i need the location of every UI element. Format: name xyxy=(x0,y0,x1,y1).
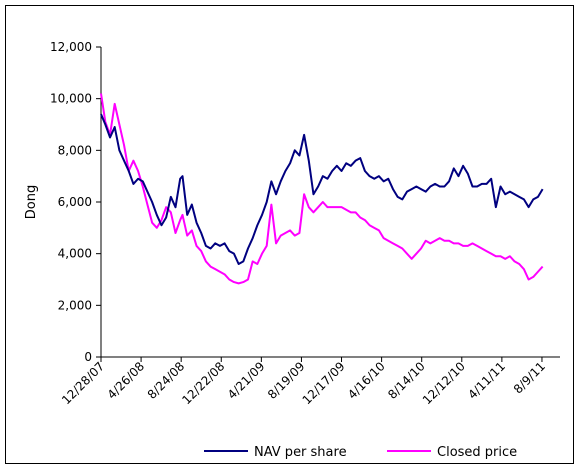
x-tick-label: 12/17/09 xyxy=(300,359,348,407)
y-tick-label: 2,000 xyxy=(58,298,92,312)
x-tick-label: 4/26/08 xyxy=(105,359,148,402)
x-tick-label: 4/21/09 xyxy=(225,359,268,402)
y-axis-title: Dong xyxy=(24,185,39,219)
x-tick-label: 12/22/08 xyxy=(179,359,227,407)
legend-label-nav-per-share: NAV per share xyxy=(254,445,347,460)
x-tick-label: 4/16/10 xyxy=(345,359,388,402)
y-tick-label: 10,000 xyxy=(50,92,92,106)
series-line-nav-per-share xyxy=(100,113,544,265)
y-tick-label: 4,000 xyxy=(58,247,92,261)
chart-frame xyxy=(5,5,574,464)
legend-label-closed-price: Closed price xyxy=(437,445,517,460)
series-line-closed-price xyxy=(100,93,544,285)
y-tick-label: 6,000 xyxy=(58,195,92,209)
y-tick-label: 8,000 xyxy=(58,143,92,157)
y-tick-label: 12,000 xyxy=(50,40,92,54)
x-tick-label: 4/11/11 xyxy=(465,359,508,402)
x-tick-label: 12/28/07 xyxy=(59,359,107,407)
x-tick-label: 8/9/11 xyxy=(511,359,548,396)
y-tick-label: 0 xyxy=(84,350,92,364)
x-tick-label: 12/12/10 xyxy=(420,359,468,407)
